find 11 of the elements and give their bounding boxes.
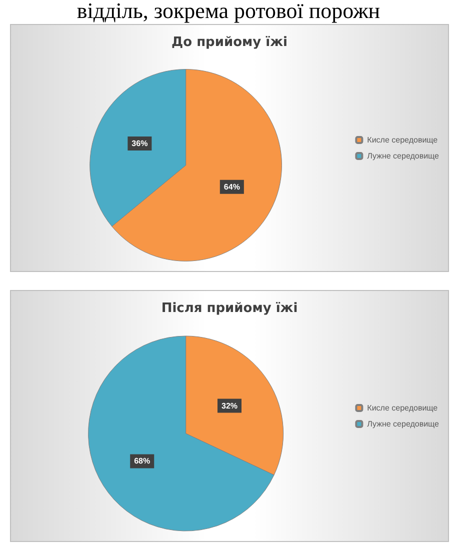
legend-label: Кисле середовище bbox=[367, 404, 438, 412]
data-label: 68% bbox=[134, 456, 150, 466]
data-label: 32% bbox=[221, 401, 238, 410]
chart-title: Після прийому їжі bbox=[161, 301, 298, 316]
chart-title: До прийому їжі bbox=[172, 35, 288, 50]
legend-label: Лужне середовище bbox=[367, 420, 440, 428]
text: відділь, зокрема ротової порожн bbox=[76, 0, 382, 24]
legend-label: Лужне середовище bbox=[367, 152, 440, 160]
legend-label: Кисле середовище bbox=[367, 136, 438, 144]
data-label: 64% bbox=[224, 182, 240, 192]
data-label: 36% bbox=[132, 139, 148, 148]
